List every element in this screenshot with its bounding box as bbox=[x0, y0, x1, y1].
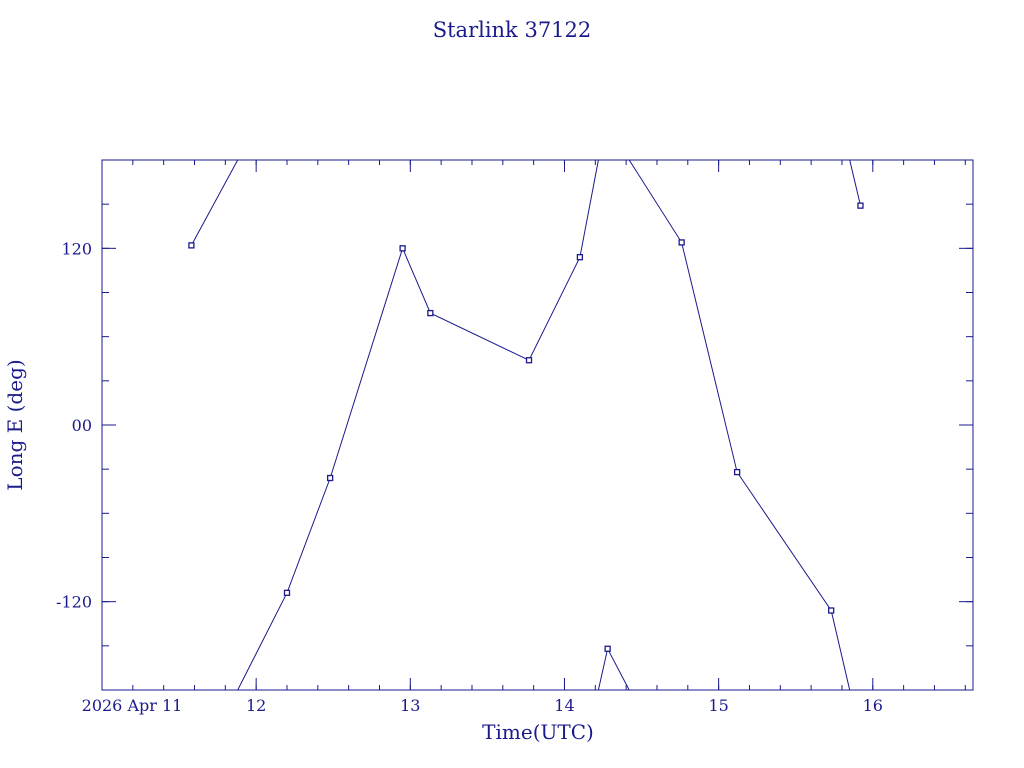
x-tick-label: 13 bbox=[400, 696, 420, 715]
data-point bbox=[828, 607, 835, 614]
data-point bbox=[733, 468, 741, 476]
date-label: 2026 Apr 11 bbox=[82, 696, 183, 715]
series-line bbox=[237, 159, 599, 691]
data-point bbox=[427, 309, 434, 317]
y-axis-title: Long E (deg) bbox=[3, 359, 27, 490]
series-line bbox=[190, 159, 239, 246]
data-point bbox=[327, 474, 334, 482]
x-axis-title: Time(UTC) bbox=[482, 720, 594, 744]
data-point bbox=[678, 239, 685, 246]
data-point bbox=[604, 645, 611, 652]
x-tick-label: 16 bbox=[863, 696, 883, 715]
series-line bbox=[597, 647, 630, 691]
data-point bbox=[399, 245, 406, 252]
x-axis-ticks: 12 13 14 15 16 bbox=[246, 160, 883, 715]
data-point bbox=[576, 254, 584, 261]
x-tick-label: 15 bbox=[708, 696, 728, 715]
data-point bbox=[188, 242, 195, 249]
y-axis-ticks: -120 00 120 bbox=[56, 239, 973, 612]
minor-ticks bbox=[101, 160, 973, 690]
chart-title: Starlink 37122 bbox=[433, 18, 592, 42]
series-line bbox=[628, 159, 851, 691]
x-tick-label: 12 bbox=[246, 696, 266, 715]
data-point bbox=[857, 202, 864, 209]
plot-frame bbox=[101, 159, 974, 691]
data-point bbox=[283, 589, 291, 596]
y-tick-label: 00 bbox=[72, 416, 92, 435]
x-tick-label: 14 bbox=[554, 696, 574, 715]
y-tick-label: -120 bbox=[56, 593, 92, 612]
series-group bbox=[188, 159, 864, 691]
data-point bbox=[525, 357, 533, 364]
series-line bbox=[849, 159, 861, 206]
y-tick-label: 120 bbox=[61, 239, 92, 258]
